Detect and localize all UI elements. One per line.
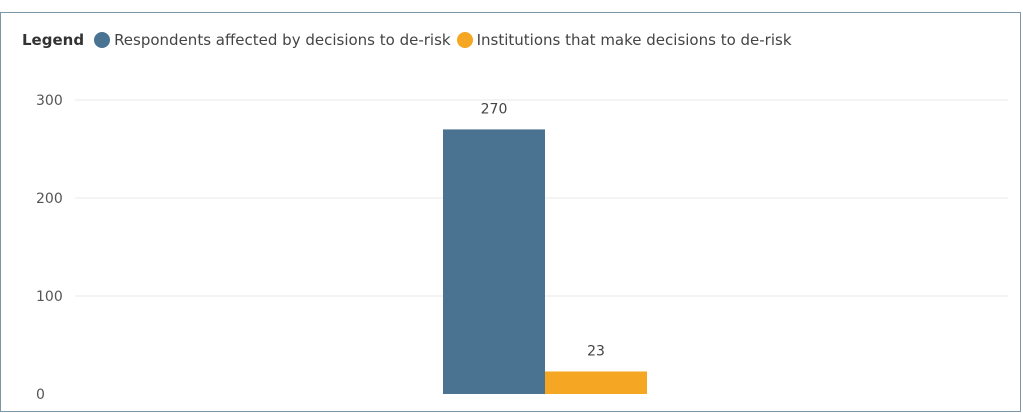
bar-series-0[interactable] [443,129,545,394]
y-tick-label-0: 0 [36,387,45,403]
legend-title: Legend [22,31,85,49]
data-label-series-1: 23 [587,343,605,359]
legend-label-institutions: Institutions that make decisions to de-r… [476,31,792,49]
legend-dot-icon [94,32,111,48]
y-tick-label-300: 300 [36,93,63,109]
y-tick-label-200: 200 [36,191,63,207]
legend-item-respondents[interactable]: Respondents affected by decisions to de-… [94,31,451,49]
y-tick-label-100: 100 [36,289,63,305]
data-label-series-0: 270 [481,101,508,117]
legend-dot-icon [456,32,473,48]
legend-label-respondents: Respondents affected by decisions to de-… [114,31,451,49]
legend-item-institutions[interactable]: Institutions that make decisions to de-r… [456,31,792,49]
legend: Legend Respondents affected by decisions… [22,27,798,53]
bar-series-1[interactable] [545,371,647,394]
